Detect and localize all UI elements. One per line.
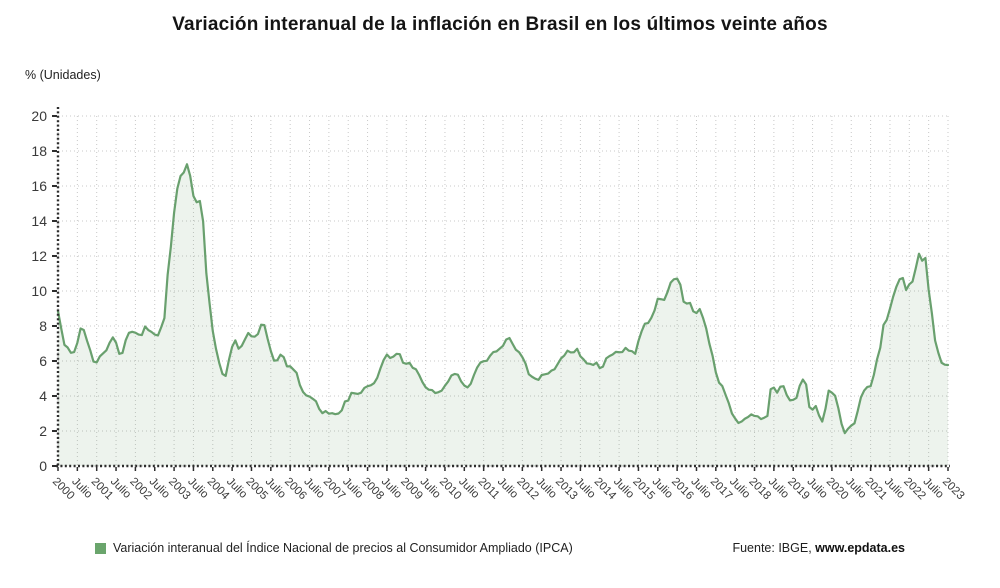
svg-text:6: 6 <box>39 353 47 369</box>
svg-text:14: 14 <box>31 213 47 229</box>
svg-text:4: 4 <box>39 388 47 404</box>
y-tick-labels: 0 2 4 6 8 10 12 14 16 18 20 <box>31 108 47 474</box>
chart-area-fill <box>58 164 948 467</box>
legend-swatch-icon <box>95 542 106 554</box>
svg-text:2: 2 <box>39 423 47 439</box>
chart-line <box>56 163 950 435</box>
svg-text:2011: 2011 <box>476 476 502 502</box>
svg-text:20: 20 <box>31 108 47 124</box>
svg-text:2023: 2023 <box>940 476 967 503</box>
legend-row: Variación interanual del Índice Nacional… <box>95 541 905 555</box>
page-title: Variación interanual de la inflación en … <box>172 14 828 35</box>
source-prefix: Fuente: IBGE, <box>732 541 816 555</box>
source-website: www.epdata.es <box>815 541 905 555</box>
svg-text:12: 12 <box>31 248 47 264</box>
svg-text:18: 18 <box>31 143 47 159</box>
grid-lines <box>57 115 949 467</box>
svg-text:16: 16 <box>31 178 47 194</box>
legend-item-ipca: Variación interanual del Índice Nacional… <box>95 541 573 555</box>
svg-text:10: 10 <box>31 283 47 299</box>
x-tick-labels: 2000Julio2001Julio2002Julio2003Julio2004… <box>50 476 967 503</box>
source-attribution: Fuente: IBGE, www.epdata.es <box>732 541 905 555</box>
y-axis-unit-label: % (Unidades) <box>25 68 101 82</box>
svg-text:0: 0 <box>39 458 47 474</box>
legend-label: Variación interanual del Índice Nacional… <box>113 541 573 555</box>
axes <box>52 107 950 471</box>
svg-text:Julio: Julio <box>495 476 520 501</box>
svg-text:8: 8 <box>39 318 47 334</box>
